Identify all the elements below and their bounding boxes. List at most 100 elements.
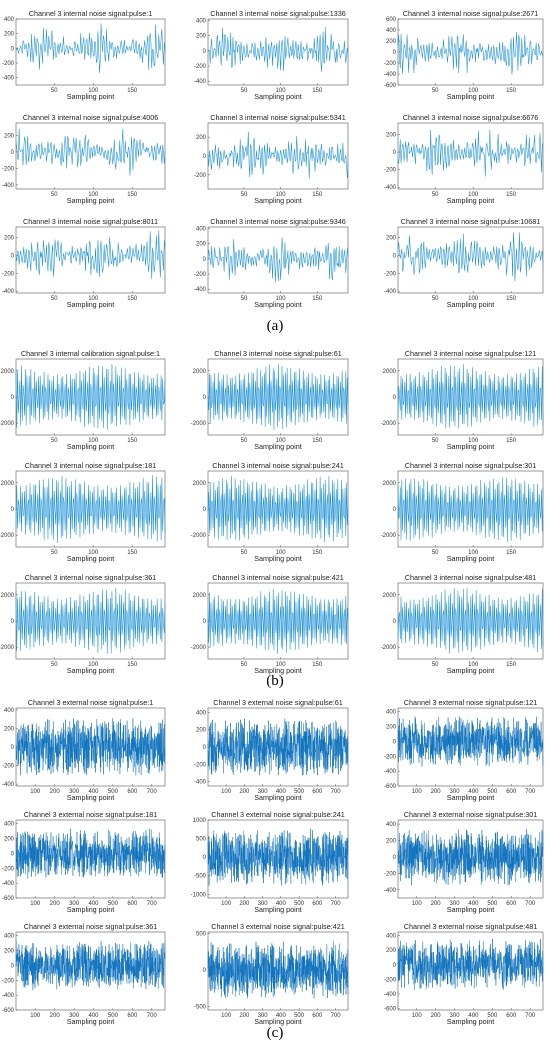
y-tick-label: 0 <box>393 855 397 861</box>
subplot-title: Channel 3 internal noise signal:pulse:42… <box>212 573 343 582</box>
x-tick-label: 600 <box>506 789 517 795</box>
y-tick-label: 400 <box>4 934 15 940</box>
subplot: Channel 3 external noise signal:pulse:24… <box>191 810 349 914</box>
x-tick-label: 600 <box>312 901 323 907</box>
signal-line <box>207 27 349 72</box>
y-tick-label: 0 <box>393 254 397 260</box>
x-axis-label: Sampling point <box>254 92 302 101</box>
x-tick-label: 200 <box>239 1013 250 1019</box>
signal-line <box>207 941 349 999</box>
subplot-title: Channel 3 internal noise signal:pulse:80… <box>23 217 158 226</box>
x-tick-label: 100 <box>30 1013 41 1019</box>
x-tick-label: 300 <box>258 789 269 795</box>
x-tick-label: 150 <box>127 662 138 668</box>
y-tick-label: -200 <box>194 173 207 179</box>
subplot-title: Channel 3 external noise signal:pulse:24… <box>211 810 344 819</box>
subplot: Channel 3 internal noise signal:pulse:30… <box>381 461 544 563</box>
x-tick-label: 200 <box>50 901 61 907</box>
x-axis-label: Sampling point <box>254 666 302 675</box>
x-tick-label: 150 <box>506 88 517 94</box>
subplot: Channel 3 external noise signal:pulse:30… <box>384 810 544 914</box>
x-tick-label: 100 <box>88 296 99 302</box>
y-tick-label: 2000 <box>193 481 207 487</box>
y-tick-label: 200 <box>4 236 15 242</box>
y-tick-label: 200 <box>4 837 15 843</box>
y-tick-label: -500 <box>194 874 207 880</box>
x-tick-label: 200 <box>239 789 250 795</box>
y-tick-label: -400 <box>2 183 15 189</box>
y-tick-label: 1000 <box>193 818 207 824</box>
x-tick-label: 300 <box>450 901 461 907</box>
subplot-title: Channel 3 external noise signal:pulse:1 <box>28 698 153 707</box>
subplot-title: Channel 3 internal noise signal:pulse:18… <box>25 461 156 470</box>
y-tick-label: 400 <box>4 822 15 828</box>
x-tick-label: 100 <box>468 550 479 556</box>
chart-group-3: Channel 3 external noise signal:pulse:1 -… <box>2 698 544 1041</box>
x-tick-label: 200 <box>431 789 442 795</box>
y-tick-label: 0 <box>203 395 207 401</box>
x-tick-label: 150 <box>312 296 323 302</box>
x-tick-label: 700 <box>331 789 342 795</box>
y-tick-label: 400 <box>386 822 397 828</box>
y-tick-label: 0 <box>11 150 15 156</box>
y-tick-label: -400 <box>194 780 207 786</box>
x-tick-label: 100 <box>221 1013 232 1019</box>
signal-line <box>15 828 166 879</box>
y-tick-label: 2000 <box>1 593 15 599</box>
y-tick-label: -400 <box>384 769 397 775</box>
x-tick-label: 100 <box>221 789 232 795</box>
y-tick-label: 2000 <box>383 369 397 375</box>
x-axis-label: Sampling point <box>254 196 302 205</box>
signal-line <box>397 477 544 542</box>
y-tick-label: 0 <box>11 963 15 969</box>
x-tick-label: 150 <box>506 296 517 302</box>
subplot: Channel 3 external noise signal:pulse:48… <box>384 922 544 1026</box>
y-tick-label: 2000 <box>193 593 207 599</box>
subplot: Channel 3 external noise signal:pulse:42… <box>194 922 349 1026</box>
y-tick-label: -400 <box>384 289 397 295</box>
y-tick-label: -200 <box>2 271 15 277</box>
y-tick-label: 0 <box>11 395 15 401</box>
y-tick-label: -400 <box>2 289 15 295</box>
x-tick-label: 200 <box>50 789 61 795</box>
subplot: Channel 3 external noise signal:pulse:36… <box>2 922 166 1026</box>
subplot-title: Channel 3 external noise signal:pulse:42… <box>211 922 344 931</box>
signal-line <box>15 363 166 430</box>
x-tick-label: 500 <box>294 789 305 795</box>
y-tick-label: 200 <box>4 133 15 139</box>
subplot-title: Channel 3 internal noise signal:pulse:66… <box>403 113 538 122</box>
y-tick-label: 2000 <box>193 369 207 375</box>
x-tick-label: 100 <box>88 662 99 668</box>
y-tick-label: -200 <box>384 754 397 760</box>
x-axis-label: Sampling point <box>447 905 495 914</box>
x-tick-label: 300 <box>450 1013 461 1019</box>
subplot-title: Channel 3 internal noise signal:pulse:13… <box>210 9 345 18</box>
x-tick-label: 300 <box>258 1013 269 1019</box>
y-tick-label: 200 <box>4 32 15 38</box>
y-tick-label: -2000 <box>191 533 207 539</box>
x-tick-label: 200 <box>431 1013 442 1019</box>
y-tick-label: 0 <box>203 507 207 513</box>
subplot: Channel 3 internal noise signal:pulse:53… <box>194 113 349 205</box>
y-tick-label: 200 <box>386 948 397 954</box>
y-tick-label: -2000 <box>191 421 207 427</box>
y-tick-label: 0 <box>11 507 15 513</box>
x-tick-label: 100 <box>412 789 423 795</box>
x-tick-label: 100 <box>468 438 479 444</box>
signal-line <box>397 587 544 654</box>
x-tick-label: 500 <box>487 901 498 907</box>
x-tick-label: 100 <box>468 88 479 94</box>
x-axis-label: Sampling point <box>254 1017 302 1026</box>
x-tick-label: 150 <box>127 296 138 302</box>
signal-line <box>15 23 166 73</box>
x-axis-label: Sampling point <box>254 554 302 563</box>
subplot-title: Channel 3 internal noise signal:pulse:48… <box>405 573 536 582</box>
x-tick-label: 100 <box>276 550 287 556</box>
x-axis-label: Sampling point <box>67 196 115 205</box>
y-tick-label: 400 <box>196 227 207 233</box>
x-tick-label: 700 <box>331 1013 342 1019</box>
y-tick-label: 400 <box>386 28 397 34</box>
subplot: Channel 3 external noise signal:pulse:18… <box>2 810 166 914</box>
x-axis-label: Sampling point <box>254 905 302 914</box>
